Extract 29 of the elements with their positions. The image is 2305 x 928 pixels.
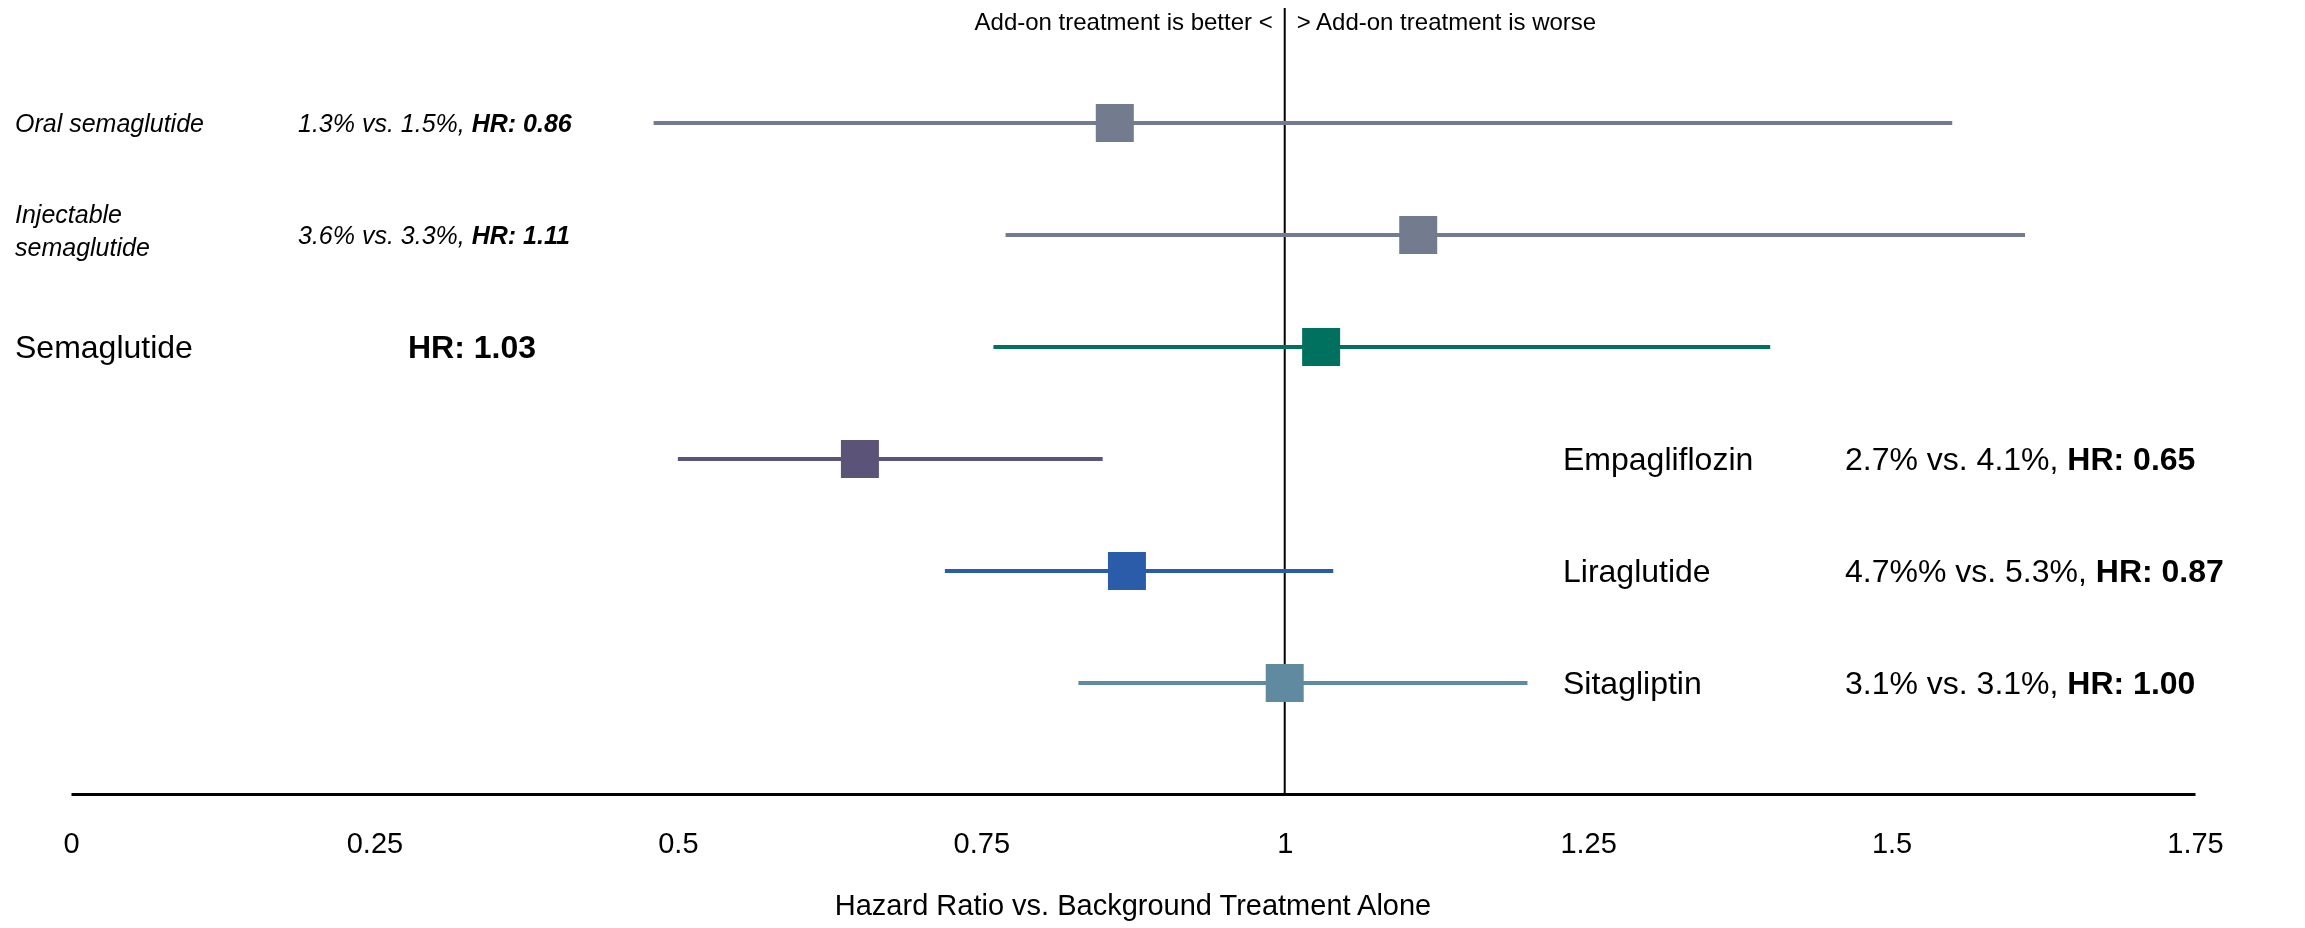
annotation: 4.7%% vs. 5.3%, HR: 0.87 [1845, 553, 2224, 590]
point [1107, 552, 1146, 590]
x-tick-label: 0 [63, 826, 80, 859]
y-tick-label: Semaglutide [15, 329, 193, 366]
point [840, 440, 879, 478]
x-tick-label: 0.75 [953, 826, 1011, 859]
point [1302, 328, 1341, 366]
annotation: 3.6% vs. 3.3%, HR: 1.11 [298, 220, 570, 249]
y-tick-label: Empagliflozin [1563, 441, 1754, 478]
annotation: > Add-on treatment is worse [1296, 8, 1597, 35]
x-tick-label: 0.5 [658, 826, 699, 859]
y-tick-label: Sitagliptin [1563, 665, 1702, 702]
annotation: 1.3% vs. 1.5%, HR: 0.86 [298, 108, 573, 137]
annotation: 2.7% vs. 4.1%, HR: 0.65 [1845, 441, 2196, 478]
y-tick-label: Injectable semaglutide [15, 200, 150, 261]
x-tick-label: 1.5 [1871, 826, 1913, 859]
annotation: 3.1% vs. 3.1%, HR: 1.00 [1845, 665, 2196, 702]
point [1399, 216, 1438, 254]
annotation: HR: 1.03 [408, 329, 537, 366]
x-axis-title: Hazard Ratio vs. Background Treatment Alone [834, 889, 1432, 921]
y-tick-label: Oral semaglutide [15, 108, 204, 137]
x-tick-label: 1.75 [2167, 826, 2224, 859]
point [1265, 664, 1304, 702]
y-tick-label: Liraglutide [1563, 553, 1711, 590]
point [1095, 104, 1134, 142]
x-tick-label: 1.25 [1560, 826, 1617, 859]
x-tick-label: 0.25 [346, 826, 404, 859]
annotation: Add-on treatment is better < [974, 8, 1273, 35]
x-tick-label: 1 [1277, 826, 1294, 859]
